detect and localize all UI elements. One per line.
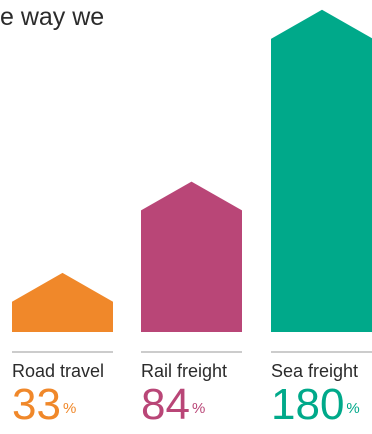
value-number: 180	[271, 380, 345, 429]
bar-rail-freight	[141, 181, 242, 332]
value-label-sea-freight: 180%	[271, 382, 360, 428]
percent-sign: %	[346, 400, 360, 417]
bar-road-travel	[12, 272, 113, 332]
value-number: 84	[141, 380, 190, 429]
value-number: 33	[12, 380, 61, 429]
value-label-road-travel: 33%	[12, 382, 76, 428]
category-label-rail-freight: Rail freight	[141, 361, 228, 381]
bar-sea-freight	[271, 9, 372, 332]
value-label-rail-freight: 84%	[141, 382, 205, 428]
headline-text: e way we	[0, 3, 105, 31]
percent-sign: %	[191, 400, 206, 417]
percent-sign: %	[62, 400, 77, 417]
category-label-road-travel: Road travel	[12, 361, 105, 381]
category-label-sea-freight: Sea freight	[271, 361, 359, 381]
